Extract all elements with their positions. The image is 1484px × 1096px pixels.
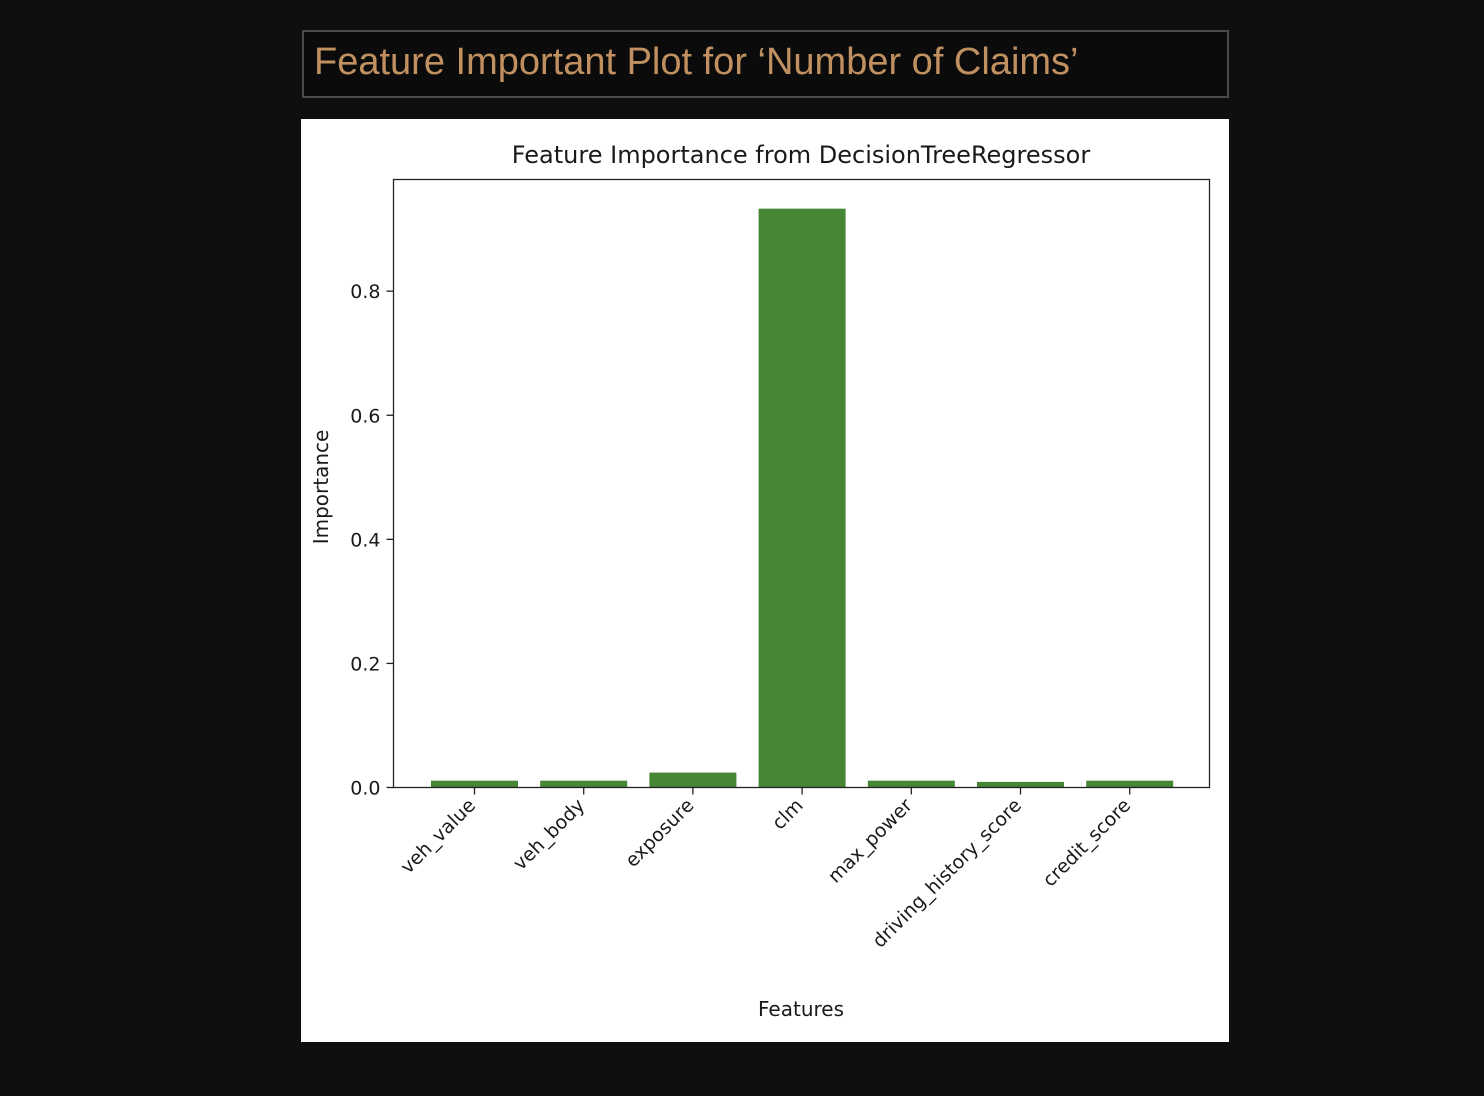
bar-driving-history-score [977, 781, 1064, 788]
bar-clm [758, 208, 846, 788]
y-axis: 0.0 0.2 0.4 0.6 0.8 [350, 281, 394, 800]
slide-title: Feature Important Plot for ‘Number of Cl… [314, 41, 1079, 83]
y-tick-label: 0.8 [350, 281, 380, 303]
bars-group [431, 208, 1174, 788]
bar-veh-value [431, 780, 518, 788]
x-tick-label: exposure [621, 794, 698, 871]
plot-frame [392, 178, 1211, 789]
y-tick-label: 0.6 [350, 405, 380, 427]
x-tick-label: credit_score [1038, 794, 1135, 891]
slide-title-box: Feature Important Plot for ‘Number of Cl… [302, 30, 1229, 98]
chart-title: Feature Importance from DecisionTreeRegr… [512, 141, 1091, 169]
x-tick-label: veh_value [396, 794, 480, 878]
bar-exposure [649, 772, 737, 788]
x-tick-label: veh_body [509, 794, 589, 874]
bar-chart: Feature Importance from DecisionTreeRegr… [309, 141, 1211, 1021]
y-axis-label: Importance [309, 430, 333, 545]
bar-max-power [867, 780, 955, 788]
y-tick-label: 0.4 [350, 529, 380, 551]
x-tick-label: max_power [824, 794, 917, 887]
y-tick-label: 0.0 [350, 778, 380, 800]
y-tick-label: 0.2 [350, 653, 380, 675]
bar-credit-score [1086, 780, 1174, 788]
x-axis: veh_value veh_body exposure clm max_powerdri… [396, 787, 1135, 952]
bar-veh-body [540, 780, 628, 788]
x-tick-label: clm [768, 794, 808, 834]
x-axis-label: Features [758, 997, 844, 1021]
chart-panel: Feature Importance from DecisionTreeRegr… [301, 119, 1229, 1042]
